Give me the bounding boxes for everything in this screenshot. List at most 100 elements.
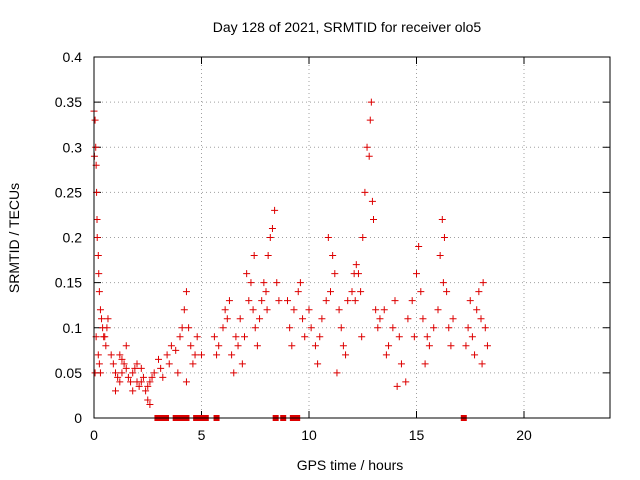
data-point	[436, 252, 444, 260]
data-point	[230, 369, 238, 377]
data-point	[423, 333, 431, 341]
data-point	[471, 351, 479, 359]
data-point	[449, 315, 457, 323]
data-point	[382, 351, 390, 359]
data-point	[417, 288, 425, 296]
x-tick-label: 0	[90, 427, 98, 443]
data-point	[118, 355, 126, 363]
data-point	[415, 243, 423, 251]
data-point	[462, 342, 470, 350]
data-point	[249, 306, 257, 314]
data-point	[337, 324, 345, 332]
data-point	[112, 387, 119, 395]
data-point	[127, 378, 135, 386]
data-point	[137, 378, 145, 386]
data-point	[374, 324, 382, 332]
data-point	[301, 333, 309, 341]
data-point	[368, 197, 376, 205]
data-point	[122, 364, 130, 372]
data-point	[464, 324, 472, 332]
data-point	[268, 224, 276, 232]
data-point	[324, 234, 332, 241]
data-point	[305, 306, 313, 314]
x-axis-label: GPS time / hours	[297, 457, 404, 473]
data-point	[445, 324, 453, 332]
data-point	[397, 360, 405, 368]
data-point	[223, 315, 231, 323]
data-point	[478, 360, 486, 368]
data-point	[182, 378, 190, 386]
data-point	[359, 234, 367, 241]
data-point	[189, 360, 197, 368]
data-point	[413, 270, 420, 278]
data-point	[335, 306, 343, 314]
data-point	[247, 279, 255, 287]
data-point	[352, 261, 360, 269]
data-point	[262, 288, 270, 296]
data-point	[94, 351, 102, 359]
data-point	[91, 116, 99, 124]
data-point	[402, 378, 410, 386]
data-point	[96, 306, 104, 314]
data-point	[331, 270, 339, 278]
data-point	[93, 234, 101, 241]
data-point	[299, 315, 307, 323]
data-point	[124, 373, 132, 381]
data-point	[385, 342, 393, 350]
data-point	[479, 279, 487, 287]
data-point	[421, 360, 429, 368]
data-point	[266, 234, 274, 241]
x-tick-label: 5	[198, 427, 206, 443]
data-point	[243, 270, 251, 278]
x-tick-label: 10	[301, 427, 317, 443]
data-point	[296, 279, 304, 287]
data-point	[241, 333, 248, 341]
data-point	[118, 369, 126, 377]
data-point	[294, 288, 302, 296]
data-point	[466, 297, 474, 305]
data-point	[120, 360, 128, 368]
data-point	[193, 333, 201, 341]
x-tick-label: 20	[516, 427, 532, 443]
data-point	[155, 355, 162, 363]
data-point	[475, 288, 483, 296]
data-point	[215, 342, 223, 350]
data-point	[425, 342, 433, 350]
data-point	[322, 297, 330, 305]
data-point	[473, 306, 481, 314]
data-point	[131, 364, 139, 372]
y-axis-label: SRMTID / TECUs	[6, 183, 22, 293]
data-point	[178, 324, 186, 332]
data-point	[221, 306, 229, 314]
data-point	[342, 351, 350, 359]
data-point	[348, 288, 356, 296]
data-point	[146, 400, 154, 408]
data-point	[98, 315, 106, 323]
data-point	[395, 333, 403, 341]
data-point	[172, 346, 180, 354]
data-point	[366, 116, 374, 124]
data-point	[167, 342, 175, 350]
data-point	[370, 215, 377, 223]
data-point	[468, 333, 476, 341]
data-point	[142, 387, 150, 395]
data-point	[376, 315, 384, 323]
data-point	[286, 324, 294, 332]
data-point	[139, 373, 147, 381]
data-point	[234, 342, 242, 350]
data-point	[165, 360, 173, 368]
data-point	[314, 360, 322, 368]
data-point	[225, 297, 233, 305]
data-point	[351, 297, 359, 305]
data-point	[245, 297, 253, 305]
data-point	[129, 387, 137, 395]
data-point	[191, 351, 199, 359]
data-point	[101, 333, 109, 341]
data-point	[129, 369, 137, 377]
data-point	[290, 306, 298, 314]
data-point	[93, 215, 101, 223]
data-point	[102, 342, 110, 350]
data-point	[258, 297, 266, 305]
chart-title: Day 128 of 2021, SRMTID for receiver olo…	[213, 19, 482, 35]
